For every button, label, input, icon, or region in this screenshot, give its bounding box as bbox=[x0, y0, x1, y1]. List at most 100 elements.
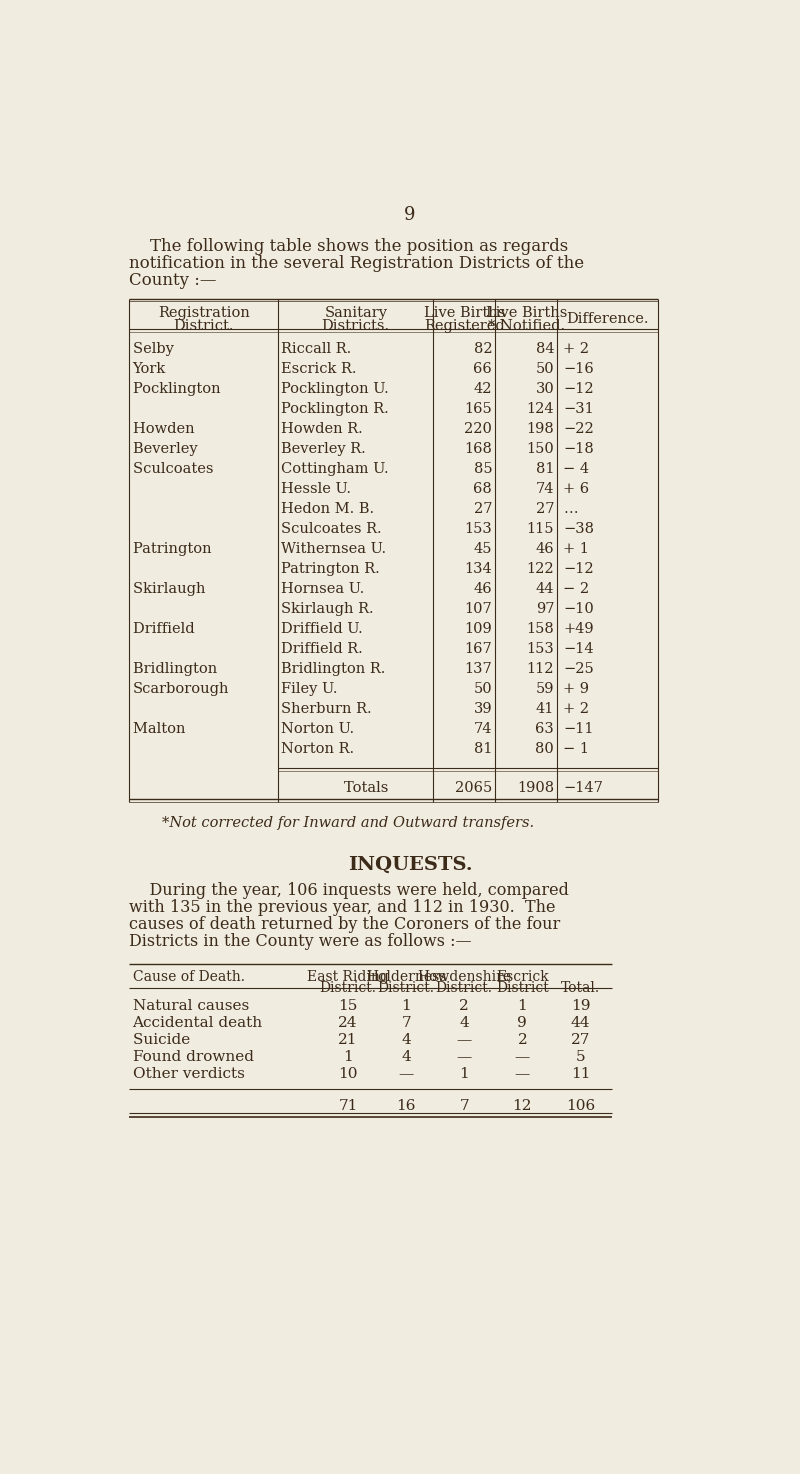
Text: 2065: 2065 bbox=[455, 781, 492, 794]
Text: Live Births: Live Births bbox=[486, 307, 567, 320]
Text: + 1: + 1 bbox=[563, 542, 590, 556]
Text: Districts.: Districts. bbox=[322, 318, 390, 333]
Text: Patrington: Patrington bbox=[133, 542, 234, 556]
Text: —: — bbox=[457, 1049, 472, 1064]
Text: Pocklington: Pocklington bbox=[133, 382, 238, 395]
Text: During the year, 106 inquests were held, compared: During the year, 106 inquests were held,… bbox=[130, 883, 570, 899]
Text: 150: 150 bbox=[526, 442, 554, 455]
Text: −16: −16 bbox=[563, 361, 594, 376]
Text: —: — bbox=[514, 1067, 530, 1080]
Text: Selby: Selby bbox=[133, 342, 224, 355]
Text: Totals: Totals bbox=[344, 781, 430, 794]
Text: INQUESTS.: INQUESTS. bbox=[348, 856, 472, 874]
Text: 44: 44 bbox=[536, 582, 554, 595]
Text: 16: 16 bbox=[396, 1100, 416, 1113]
Text: Bridlington: Bridlington bbox=[133, 662, 235, 677]
Text: 7: 7 bbox=[459, 1100, 469, 1113]
Text: 27: 27 bbox=[571, 1033, 590, 1047]
Text: 153: 153 bbox=[526, 643, 554, 656]
Text: 1: 1 bbox=[459, 1067, 469, 1080]
Text: Total.: Total. bbox=[561, 980, 600, 995]
Text: Howden R.: Howden R. bbox=[282, 422, 391, 436]
Text: Natural causes: Natural causes bbox=[133, 999, 288, 1013]
Text: Other verdicts: Other verdicts bbox=[133, 1067, 274, 1080]
Text: 11: 11 bbox=[570, 1067, 590, 1080]
Text: 153: 153 bbox=[464, 522, 492, 537]
Text: 42: 42 bbox=[474, 382, 492, 395]
Text: 63: 63 bbox=[535, 722, 554, 736]
Text: 50: 50 bbox=[474, 682, 492, 696]
Text: 158: 158 bbox=[526, 622, 554, 635]
Text: District.: District. bbox=[378, 980, 434, 995]
Text: causes of death returned by the Coroners of the four: causes of death returned by the Coroners… bbox=[130, 915, 561, 933]
Text: 106: 106 bbox=[566, 1100, 595, 1113]
Text: 1: 1 bbox=[402, 999, 411, 1013]
Text: —: — bbox=[457, 1033, 472, 1047]
Text: District.: District. bbox=[436, 980, 493, 995]
Text: 220: 220 bbox=[464, 422, 492, 436]
Text: 2: 2 bbox=[518, 1033, 527, 1047]
Text: Driffield: Driffield bbox=[133, 622, 222, 635]
Text: + 9: + 9 bbox=[563, 682, 590, 696]
Text: Patrington R.: Patrington R. bbox=[282, 562, 398, 576]
Text: Skirlaugh R.: Skirlaugh R. bbox=[282, 601, 393, 616]
Text: 10: 10 bbox=[338, 1067, 358, 1080]
Text: −18: −18 bbox=[563, 442, 594, 455]
Text: −12: −12 bbox=[563, 562, 594, 576]
Text: 84: 84 bbox=[535, 342, 554, 355]
Text: Norton U.: Norton U. bbox=[282, 722, 391, 736]
Text: − 1: − 1 bbox=[563, 741, 590, 756]
Text: Beverley: Beverley bbox=[133, 442, 225, 455]
Text: 45: 45 bbox=[474, 542, 492, 556]
Text: 82: 82 bbox=[474, 342, 492, 355]
Text: Hessle U.: Hessle U. bbox=[282, 482, 388, 495]
Text: −25: −25 bbox=[563, 662, 594, 677]
Text: *Not corrected for Inward and Outward transfers.: *Not corrected for Inward and Outward tr… bbox=[162, 817, 534, 830]
Text: − 4: − 4 bbox=[563, 461, 590, 476]
Text: Escrick: Escrick bbox=[496, 970, 549, 985]
Text: 19: 19 bbox=[570, 999, 590, 1013]
Text: 74: 74 bbox=[536, 482, 554, 495]
Text: Sherburn R.: Sherburn R. bbox=[282, 702, 390, 716]
Text: −11: −11 bbox=[563, 722, 594, 736]
Text: 24: 24 bbox=[338, 1016, 358, 1030]
Text: Howdenshire: Howdenshire bbox=[417, 970, 511, 985]
Text: The following table shows the position as regards: The following table shows the position a… bbox=[130, 239, 569, 255]
Text: 74: 74 bbox=[474, 722, 492, 736]
Text: −22: −22 bbox=[563, 422, 594, 436]
Text: 59: 59 bbox=[536, 682, 554, 696]
Text: 68: 68 bbox=[474, 482, 492, 495]
Text: —: — bbox=[514, 1049, 530, 1064]
Text: 12: 12 bbox=[513, 1100, 532, 1113]
Text: notification in the several Registration Districts of the: notification in the several Registration… bbox=[130, 255, 585, 273]
Text: 39: 39 bbox=[474, 702, 492, 716]
Text: 124: 124 bbox=[526, 402, 554, 416]
Text: Holderness: Holderness bbox=[366, 970, 446, 985]
Text: 46: 46 bbox=[535, 542, 554, 556]
Text: 71: 71 bbox=[338, 1100, 358, 1113]
Text: 122: 122 bbox=[526, 562, 554, 576]
Text: 4: 4 bbox=[402, 1049, 411, 1064]
Text: + 2: + 2 bbox=[563, 702, 590, 716]
Text: Pocklington R.: Pocklington R. bbox=[282, 402, 389, 416]
Text: Malton: Malton bbox=[133, 722, 222, 736]
Text: Sculcoates: Sculcoates bbox=[133, 461, 231, 476]
Text: County :—: County :— bbox=[130, 273, 217, 289]
Text: Found drowned: Found drowned bbox=[133, 1049, 278, 1064]
Text: 109: 109 bbox=[464, 622, 492, 635]
Text: 1908: 1908 bbox=[517, 781, 554, 794]
Text: Skirlaugh: Skirlaugh bbox=[133, 582, 228, 595]
Text: 4: 4 bbox=[402, 1033, 411, 1047]
Text: Howden: Howden bbox=[133, 422, 226, 436]
Text: 7: 7 bbox=[402, 1016, 411, 1030]
Text: Hornsea U.: Hornsea U. bbox=[282, 582, 397, 595]
Text: 107: 107 bbox=[464, 601, 492, 616]
Text: District.: District. bbox=[174, 318, 234, 333]
Text: York: York bbox=[133, 361, 217, 376]
Text: Riccall R.: Riccall R. bbox=[282, 342, 379, 355]
Text: Escrick R.: Escrick R. bbox=[282, 361, 375, 376]
Text: * Notified.: * Notified. bbox=[488, 318, 565, 333]
Text: Registration: Registration bbox=[158, 307, 250, 320]
Text: with 135 in the previous year, and 112 in 1930.  The: with 135 in the previous year, and 112 i… bbox=[130, 899, 556, 917]
Text: Driffield U.: Driffield U. bbox=[282, 622, 395, 635]
